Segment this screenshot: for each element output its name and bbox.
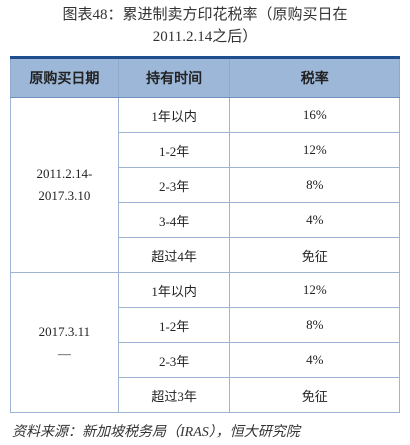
table-row: 2011.2.14- 2017.3.10 1年以内 16% [10, 97, 400, 273]
holding-period-cell: 1-2年 [117, 132, 231, 168]
holding-period-cell: 1年以内 [117, 97, 231, 133]
table-row: 3-4年 4% [11, 202, 400, 238]
holding-period-cell: 1-2年 [117, 307, 231, 343]
header-cell: 原购买日期 [10, 56, 119, 98]
table-row: 2017.3.11 — 1年以内 12% [10, 272, 400, 413]
tax-rate-cell: 8% [229, 307, 400, 343]
header-cell: 税率 [229, 56, 400, 98]
tax-rate-cell: 8% [229, 167, 400, 203]
holding-period-cell: 3-4年 [117, 202, 231, 238]
table-row: 2-3年 4% [11, 342, 400, 378]
header-row: 原购买日期 持有时间 税率 [10, 56, 400, 98]
header-cell: 持有时间 [117, 56, 231, 98]
tax-rate-cell: 4% [229, 202, 400, 238]
tax-rate-cell: 免征 [229, 237, 400, 273]
holding-period-cell: 1年以内 [117, 272, 231, 308]
table-row: 1-2年 12% [11, 132, 400, 168]
period-cell: 2011.2.14- 2017.3.10 [10, 97, 119, 273]
period-line: 2017.3.10 [38, 188, 91, 203]
holding-period-cell: 超过3年 [117, 377, 231, 413]
period-cell: 2017.3.11 — [10, 272, 119, 413]
period-line: 2017.3.11 [38, 323, 91, 339]
tax-rate-cell: 12% [229, 272, 400, 308]
table-row: 1-2年 8% [11, 307, 400, 343]
tax-table: 原购买日期 持有时间 税率 2011.2.14- 2017.3.10 1年以内 16%… [10, 56, 400, 413]
table-header: 原购买日期 持有时间 税率 [10, 56, 400, 98]
tax-rate-cell: 16% [229, 97, 400, 133]
title-line: 2011.2.14之后） [152, 29, 258, 45]
table-row: 超过3年 免征 [11, 377, 400, 413]
table-row: 2-3年 8% [11, 167, 400, 203]
table-row: 超过4年 免征 [11, 237, 400, 273]
holding-period-cell: 2-3年 [117, 342, 231, 378]
holding-period-cell: 超过4年 [117, 237, 231, 273]
title-line: 图表48：累进制卖方印花税率（原购买日在 [62, 7, 348, 23]
tax-rate-cell: 4% [229, 342, 400, 378]
title: 图表48：累进制卖方印花税率（原购买日在 2011.2.14之后） [0, 4, 410, 48]
period-line: 2011.2.14- [36, 166, 93, 181]
table-body: 2011.2.14- 2017.3.10 1年以内 16% 1-2年 12% 2-3年 8% 3… [10, 97, 400, 413]
tax-rate-cell: 12% [229, 132, 400, 168]
period-line: — [57, 345, 71, 361]
tax-rate-cell: 免征 [229, 377, 400, 413]
holding-period-cell: 2-3年 [117, 167, 231, 203]
source-note: 资料来源：新加坡税务局（IRAS），恒大研究院 [12, 425, 300, 440]
